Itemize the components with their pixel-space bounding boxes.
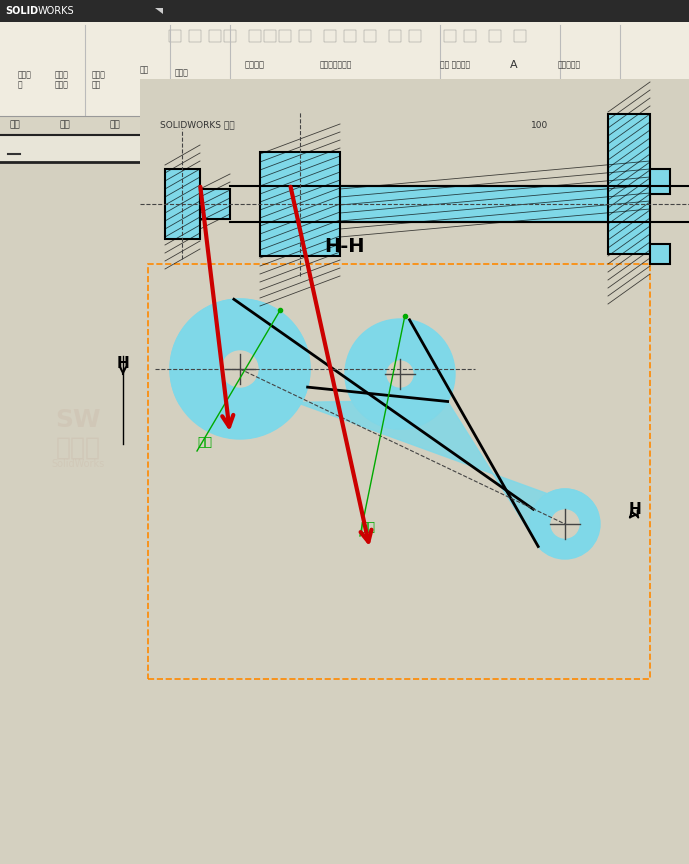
Text: SW
研习社: SW 研习社: [55, 408, 101, 460]
Bar: [260, 152, 340, 256]
Bar: [650, 244, 670, 264]
Polygon shape: [155, 8, 163, 14]
Text: 100: 100: [531, 120, 548, 130]
Text: H: H: [628, 501, 641, 517]
Bar: [140, 79, 689, 254]
Text: SOLID: SOLID: [5, 6, 38, 16]
Text: 磁力线: 磁力线: [245, 104, 259, 113]
Bar: [344, 30, 356, 42]
Text: 中心线: 中心线: [558, 82, 572, 91]
Text: 草图: 草图: [60, 120, 71, 130]
Text: 线性注
释序列: 线性注 释序列: [175, 68, 189, 87]
Bar: [510, 118, 570, 132]
Bar: [608, 114, 650, 254]
Text: 基准目标: 基准目标: [440, 104, 458, 113]
Circle shape: [387, 361, 413, 387]
Circle shape: [222, 351, 258, 387]
Text: 共: 共: [510, 82, 515, 91]
Circle shape: [345, 319, 455, 429]
Bar: [169, 30, 181, 42]
Text: 区域剖面线: 区域剖面线: [558, 104, 581, 113]
Bar: [364, 30, 376, 42]
Text: 拼写检
验程序: 拼写检 验程序: [55, 70, 69, 89]
Text: 回回 形位公差: 回回 形位公差: [440, 60, 470, 69]
Bar: [0, 0, 689, 22]
Bar: [189, 30, 201, 42]
Text: 表面粗糙度符号: 表面粗糙度符号: [320, 60, 352, 69]
Polygon shape: [170, 299, 598, 536]
Bar: [409, 30, 421, 42]
Bar: [0, 0, 689, 134]
Bar: [650, 169, 670, 194]
Text: 基准特征: 基准特征: [440, 82, 458, 91]
Bar: [0, 134, 689, 864]
Text: WORKS: WORKS: [38, 6, 74, 16]
Bar: [148, 264, 650, 679]
Text: 自动零件序号: 自动零件序号: [245, 82, 273, 91]
Text: SolidWorks: SolidWorks: [52, 459, 105, 469]
Bar: [200, 189, 230, 219]
Bar: [340, 186, 650, 222]
Bar: [489, 30, 501, 42]
Text: LI∅  孔标注: LI∅ 孔标注: [320, 104, 352, 113]
Text: H: H: [116, 357, 130, 372]
Circle shape: [170, 299, 310, 439]
Bar: [209, 30, 221, 42]
Bar: [0, 116, 689, 134]
Text: 相切: 相切: [197, 436, 212, 449]
Text: 注释: 注释: [140, 65, 150, 74]
Circle shape: [551, 510, 579, 538]
Text: 评估: 评估: [110, 120, 121, 130]
Bar: [514, 30, 526, 42]
Text: 格式涂
刷器: 格式涂 刷器: [92, 70, 106, 89]
Text: 零件序号: 零件序号: [245, 60, 265, 69]
Text: 相切: 相切: [360, 521, 375, 534]
Bar: [264, 30, 276, 42]
Bar: [224, 30, 236, 42]
Bar: [299, 30, 311, 42]
Bar: [464, 30, 476, 42]
Text: H-H: H-H: [325, 237, 365, 256]
Circle shape: [530, 489, 600, 559]
Bar: [0, 134, 689, 162]
Bar: [389, 30, 401, 42]
Text: 注解: 注解: [10, 120, 21, 130]
Text: 中心符号线: 中心符号线: [558, 60, 581, 69]
Bar: [279, 30, 291, 42]
Text: 模型项
目: 模型项 目: [18, 70, 32, 89]
Bar: [249, 30, 261, 42]
Text: 焊接符号: 焊接符号: [320, 82, 338, 91]
Bar: [165, 169, 200, 239]
Text: SOLIDWORKS 插件: SOLIDWORKS 插件: [160, 120, 235, 130]
Bar: [324, 30, 336, 42]
Text: A: A: [510, 60, 517, 70]
Bar: [444, 30, 456, 42]
